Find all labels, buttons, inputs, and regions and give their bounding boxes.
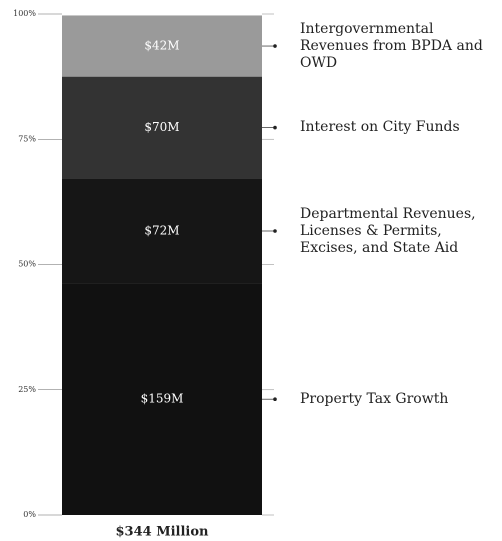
connector-dot	[273, 44, 277, 48]
bar-segment	[62, 178, 262, 284]
y-tick-label: 100%	[13, 9, 36, 18]
connector-dot	[273, 125, 277, 130]
connector-dot	[273, 397, 277, 402]
legend-label: Interest on City Funds	[300, 119, 460, 136]
value-label: $159M	[141, 392, 184, 406]
value-label: $70M	[144, 120, 179, 134]
legend-label: Intergovernmental Revenues from BPDA and…	[300, 20, 483, 71]
bar-segment	[62, 76, 262, 179]
legend-label: Property Tax Growth	[300, 390, 449, 407]
y-tick-label: 50%	[18, 260, 36, 269]
bar-segment	[62, 283, 262, 515]
x-category-label: $344 Million	[116, 525, 210, 540]
legend-label: Departmental Revenues, Licenses & Permit…	[300, 205, 476, 256]
connector-dot	[273, 229, 277, 233]
y-tick-label: 0%	[23, 510, 36, 519]
y-tick-label: 75%	[18, 134, 36, 143]
value-label: $42M	[144, 39, 179, 53]
bar-segment	[62, 15, 262, 77]
value-label: $72M	[144, 224, 179, 238]
y-tick-label: 25%	[18, 385, 36, 394]
